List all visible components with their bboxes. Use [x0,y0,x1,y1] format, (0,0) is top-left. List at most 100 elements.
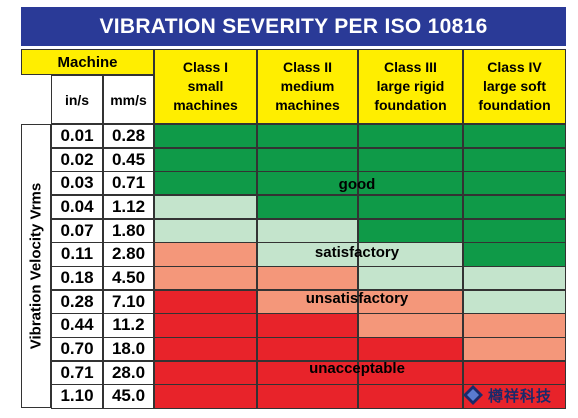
zone-cell-good [257,171,358,196]
zone-cell-unacceptable [358,360,463,385]
value-in: 0.04 [51,195,103,220]
unit-mm-header: mm/s [103,75,154,124]
value-in: 0.18 [51,266,103,291]
zone-cell-good [358,147,463,172]
zone-cell-unsatisfactory [358,289,463,314]
class-header-3: Class III large rigid foundation [358,49,463,124]
zone-cell-good [463,171,566,196]
unit-in-header: in/s [51,75,103,124]
zone-cell-good [154,171,257,196]
zone-cell-good [154,124,257,149]
value-in: 0.28 [51,289,103,314]
zone-cell-unsatisfactory [257,289,358,314]
zone-cell-good [463,195,566,220]
value-in: 0.70 [51,337,103,362]
zone-label-unacceptable: unacceptable [309,360,405,377]
zone-cell-good [463,218,566,243]
value-mm: 0.45 [103,147,154,172]
class-header-line: machines [173,97,238,113]
zone-cell-good [358,218,463,243]
class-header-line: foundation [374,97,447,113]
zone-cell-unsatisfactory [257,266,358,291]
value-in: 0.11 [51,242,103,267]
zone-cell-satisfactory [257,242,358,267]
zone-cell-satisfactory [154,195,257,220]
zone-cell-good [463,124,566,149]
axis-column: Vibration Velocity Vrms [21,124,51,408]
zone-cell-good [154,147,257,172]
zone-label-good: good [338,176,376,193]
zone-cell-unacceptable [257,337,358,362]
class-header-line: medium [280,78,335,94]
class-header-line: large soft [482,78,546,94]
zone-cell-unsatisfactory [463,313,566,338]
watermark: 樽祥科技 [462,384,552,406]
zone-cell-unacceptable [257,313,358,338]
zone-cell-unacceptable [463,360,566,385]
zone-cell-unacceptable [257,360,358,385]
class-header-line: machines [275,97,340,113]
zone-cell-unacceptable [154,337,257,362]
value-mm: 7.10 [103,289,154,314]
zone-cell-unsatisfactory [154,266,257,291]
machine-header: Machine [21,49,154,75]
zone-cell-unacceptable [154,313,257,338]
zone-cell-unsatisfactory [154,242,257,267]
value-mm: 11.2 [103,313,154,338]
class-header-2: Class II medium machines [257,49,358,124]
zone-cell-good [257,124,358,149]
class-header-line: foundation [478,97,551,113]
value-mm: 1.12 [103,195,154,220]
value-mm: 1.80 [103,218,154,243]
class-header-line: large rigid [376,78,445,94]
zone-cell-satisfactory [257,218,358,243]
zone-cell-satisfactory [358,266,463,291]
zone-cell-good [463,242,566,267]
value-in: 0.02 [51,147,103,172]
zone-cell-good [358,195,463,220]
zone-cell-unacceptable [154,360,257,385]
value-in: 0.44 [51,313,103,338]
value-mm: 28.0 [103,360,154,385]
zone-cell-good [257,195,358,220]
class-header-1: Class I small machines [154,49,257,124]
zone-cell-satisfactory [358,242,463,267]
value-in: 1.10 [51,384,103,409]
zone-label-satisfactory: satisfactory [314,244,400,261]
page-title: VIBRATION SEVERITY PER ISO 10816 [21,7,566,46]
zone-cell-unacceptable [257,384,358,409]
zone-cell-satisfactory [154,218,257,243]
value-in: 0.07 [51,218,103,243]
zone-cell-unacceptable [154,384,257,409]
zone-cell-satisfactory [463,289,566,314]
zone-cell-good [358,171,463,196]
zone-cell-good [257,147,358,172]
value-mm: 0.28 [103,124,154,149]
value-mm: 18.0 [103,337,154,362]
zone-cell-unacceptable [154,289,257,314]
zone-cell-good [463,147,566,172]
zone-cell-unsatisfactory [463,337,566,362]
value-mm: 0.71 [103,171,154,196]
class-header-line: Class III [384,59,437,75]
value-in: 0.03 [51,171,103,196]
class-header-line: Class I [182,59,229,75]
logo-icon [463,385,483,405]
value-mm: 4.50 [103,266,154,291]
watermark-text: 樽祥科技 [488,387,553,405]
zone-cell-unacceptable [358,337,463,362]
axis-label: Vibration Velocity Vrms [27,182,45,350]
value-mm: 2.80 [103,242,154,267]
value-in: 0.01 [51,124,103,149]
zone-cell-good [358,124,463,149]
class-header-line: Class II [282,59,333,75]
class-header-4: Class IV large soft foundation [463,49,566,124]
class-header-line: small [187,78,224,94]
value-in: 0.71 [51,360,103,385]
class-header-line: Class IV [487,59,542,75]
zone-cell-satisfactory [463,266,566,291]
value-mm: 45.0 [103,384,154,409]
zone-cell-unsatisfactory [358,313,463,338]
zone-cell-unacceptable [358,384,463,409]
zone-label-unsatisfactory: unsatisfactory [305,290,409,307]
